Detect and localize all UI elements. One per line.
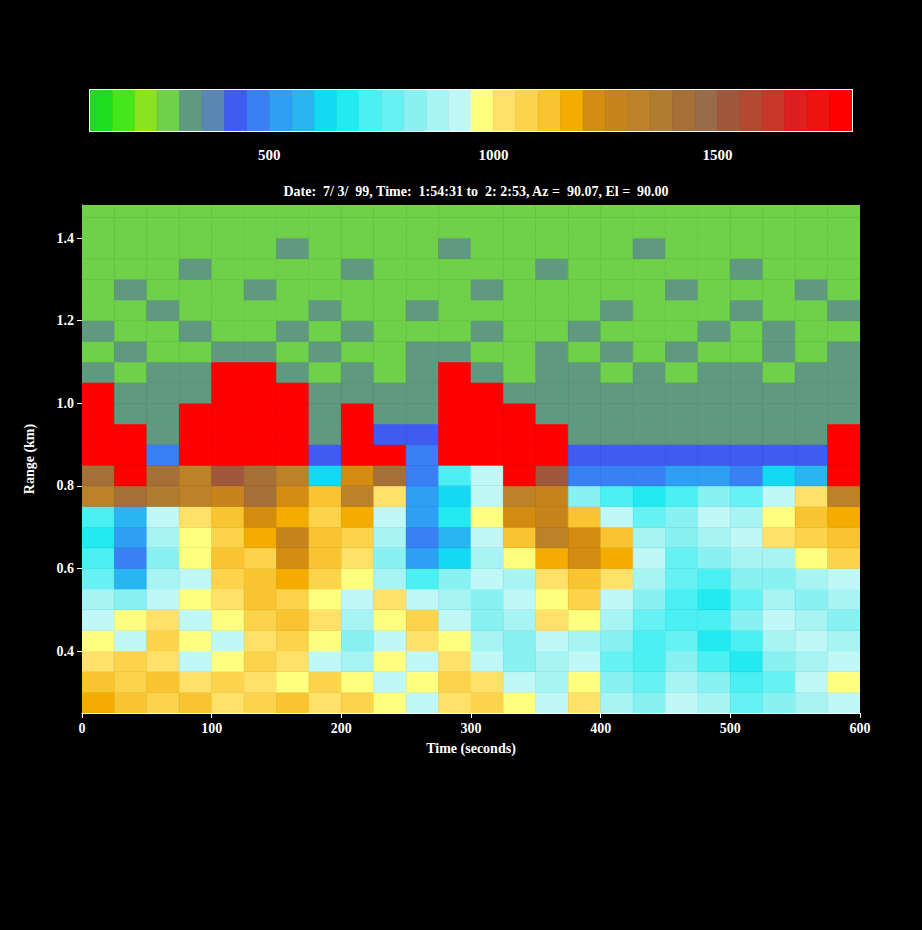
svg-text:100: 100 — [201, 721, 222, 736]
svg-text:1000: 1000 — [478, 147, 508, 163]
svg-text:Range (km): Range (km) — [22, 423, 38, 494]
svg-text:1.0: 1.0 — [57, 396, 75, 411]
svg-text:1500: 1500 — [703, 147, 733, 163]
svg-text:0.8: 0.8 — [57, 478, 75, 493]
svg-text:300: 300 — [461, 721, 482, 736]
svg-text:600: 600 — [850, 721, 871, 736]
svg-text:0: 0 — [79, 721, 86, 736]
svg-text:0.4: 0.4 — [57, 644, 75, 659]
svg-text:500: 500 — [258, 147, 281, 163]
svg-text:Time (seconds): Time (seconds) — [426, 741, 516, 757]
svg-text:200: 200 — [331, 721, 352, 736]
svg-text:0.6: 0.6 — [57, 561, 75, 576]
svg-text:1.2: 1.2 — [57, 313, 75, 328]
svg-text:Date: 7/ 3/ 99, Time: 1:54:: Date: 7/ 3/ 99, Time: 1:54:31 to 2: 2:53… — [283, 184, 668, 199]
svg-text:400: 400 — [590, 721, 611, 736]
svg-text:1.4: 1.4 — [57, 231, 75, 246]
svg-text:500: 500 — [720, 721, 741, 736]
